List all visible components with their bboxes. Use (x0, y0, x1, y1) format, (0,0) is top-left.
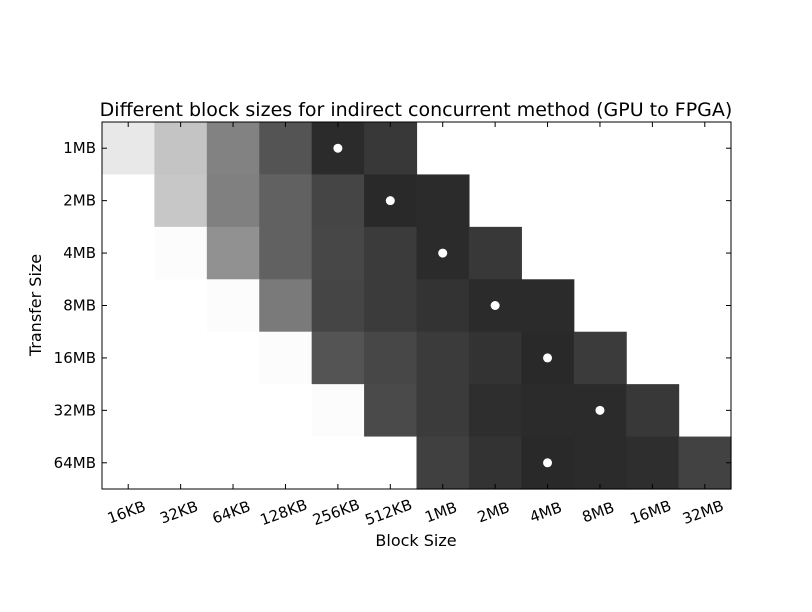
heatmap-cell-4MB-16KB (102, 226, 156, 280)
x-tick-label-2MB: 2MB (475, 498, 512, 526)
heatmap-cell-2MB-64KB (206, 174, 260, 228)
heatmap-cell-32MB-16MB (626, 384, 680, 438)
heatmap-cell-2MB-256KB (311, 174, 365, 228)
x-tick-label-1MB: 1MB (423, 498, 460, 526)
heatmap-cell-4MB-512KB (364, 226, 418, 280)
x-axis-label: Block Size (375, 531, 456, 550)
heatmap-cell-8MB-4MB (521, 279, 575, 333)
heatmap-cell-8MB-16KB (102, 279, 156, 333)
heatmap-cell-64MB-16MB (626, 436, 680, 490)
heatmap-cell-8MB-128KB (259, 279, 313, 333)
heatmap-cell-8MB-32KB (154, 279, 208, 333)
y-axis-label: Transfer Size (26, 254, 45, 357)
heatmap-cell-16MB-32KB (154, 331, 208, 385)
heatmap-cell-2MB-1MB (416, 174, 470, 228)
y-tick-label-32MB: 32MB (54, 401, 96, 419)
x-tick-label-16MB: 16MB (628, 497, 674, 528)
y-tick-label-8MB: 8MB (63, 297, 96, 315)
best-marker-2MB-512KB (385, 196, 395, 206)
heatmap-cell-8MB-512KB (364, 279, 418, 333)
y-axis-ticks: 1MB 2MB 4MB 8MB 16MB 32MB 64MB (54, 139, 731, 472)
heatmap-cell-32MB-512KB (364, 384, 418, 438)
best-block-markers (333, 143, 605, 468)
heatmap-cell-32MB-32KB (154, 384, 208, 438)
best-marker-32MB-8MB (595, 405, 605, 415)
x-tick-label-8MB: 8MB (580, 498, 617, 526)
heatmap-cell-16MB-8MB (573, 331, 627, 385)
best-marker-8MB-2MB (490, 301, 500, 310)
x-tick-label-64KB: 64KB (210, 497, 253, 527)
heatmap-cell-4MB-32KB (154, 226, 208, 280)
heatmap-cell-16MB-1MB (416, 331, 470, 385)
heatmap-cell-64MB-512KB (364, 436, 418, 490)
heatmap-cells (102, 122, 732, 490)
heatmap-cell-4MB-2MB (468, 226, 522, 280)
heatmap-cell-64MB-128KB (259, 436, 313, 490)
heatmap-cell-4MB-256KB (311, 226, 365, 280)
heatmap-cell-16MB-256KB (311, 331, 365, 385)
chart-title: Different block sizes for indirect concu… (100, 99, 733, 121)
heatmap-cell-1MB-32KB (154, 122, 208, 176)
heatmap-cell-64MB-1MB (416, 436, 470, 490)
heatmap-cell-1MB-64KB (206, 122, 260, 176)
x-tick-label-32MB: 32MB (680, 497, 726, 528)
heatmap-cell-16MB-16KB (102, 331, 156, 385)
y-tick-label-4MB: 4MB (63, 244, 96, 262)
x-tick-label-512KB: 512KB (363, 496, 415, 530)
heatmap-cell-64MB-64KB (206, 436, 260, 490)
heatmap-cell-64MB-32KB (154, 436, 208, 490)
heatmap-cell-8MB-1MB (416, 279, 470, 333)
heatmap-cell-2MB-16KB (102, 174, 156, 228)
heatmap-cell-8MB-256KB (311, 279, 365, 333)
heatmap-cell-32MB-16KB (102, 384, 156, 438)
heatmap-cell-1MB-512KB (364, 122, 418, 176)
y-tick-label-64MB: 64MB (54, 454, 96, 472)
heatmap-cell-1MB-128KB (259, 122, 313, 176)
heatmap-cell-4MB-64KB (206, 226, 260, 280)
x-tick-label-16KB: 16KB (105, 497, 148, 527)
x-tick-label-32KB: 32KB (157, 497, 200, 527)
x-tick-label-4MB: 4MB (527, 498, 564, 526)
heatmap-cell-16MB-128KB (259, 331, 313, 385)
heatmap-cell-64MB-16KB (102, 436, 156, 490)
y-tick-label-1MB: 1MB (63, 139, 96, 157)
heatmap-cell-64MB-8MB (573, 436, 627, 490)
heatmap-cell-64MB-32MB (678, 436, 732, 490)
heatmap-cell-32MB-64KB (206, 384, 260, 438)
heatmap-cell-32MB-1MB (416, 384, 470, 438)
heatmap-cell-32MB-4MB (521, 384, 575, 438)
heatmap-cell-16MB-512KB (364, 331, 418, 385)
heatmap-cell-64MB-256KB (311, 436, 365, 490)
heatmap-cell-16MB-64KB (206, 331, 260, 385)
heatmap-cell-4MB-128KB (259, 226, 313, 280)
heatmap-cell-2MB-32KB (154, 174, 208, 228)
y-tick-label-16MB: 16MB (54, 349, 96, 367)
best-marker-16MB-4MB (543, 353, 553, 363)
best-marker-1MB-256KB (333, 143, 343, 153)
heatmap-cell-64MB-2MB (468, 436, 522, 490)
y-tick-label-2MB: 2MB (63, 192, 96, 210)
x-tick-label-128KB: 128KB (258, 496, 310, 530)
heatmap-cell-2MB-128KB (259, 174, 313, 228)
heatmap-cell-32MB-2MB (468, 384, 522, 438)
best-marker-64MB-4MB (543, 458, 553, 468)
x-tick-label-256KB: 256KB (310, 496, 362, 530)
best-marker-4MB-1MB (438, 248, 448, 258)
heatmap-cell-8MB-64KB (206, 279, 260, 333)
heatmap-cell-32MB-128KB (259, 384, 313, 438)
heatmap-cell-16MB-2MB (468, 331, 522, 385)
heatmap-cell-32MB-256KB (311, 384, 365, 438)
heatmap-cell-1MB-16KB (102, 122, 156, 176)
